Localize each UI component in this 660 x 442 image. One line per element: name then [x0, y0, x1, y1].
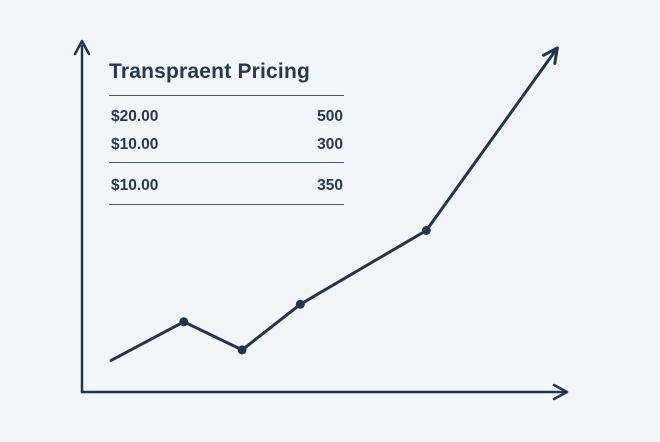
data-point [179, 317, 189, 327]
quantity-cell: 300 [317, 136, 343, 153]
x-axis-arrow-icon [552, 383, 569, 401]
table-divider [109, 95, 344, 96]
series-arrow-icon [542, 46, 559, 65]
series-layer [109, 46, 559, 362]
price-cell: $10.00 [111, 177, 159, 194]
table-row: $10.00 300 [109, 131, 344, 159]
table-row: $10.00 350 [109, 171, 344, 201]
price-cell: $20.00 [111, 108, 159, 125]
table-divider [109, 162, 344, 163]
table-row: $20.00 500 [109, 103, 344, 131]
pricing-panel: Transpraent Pricing $20.00 500 $10.00 30… [109, 59, 344, 205]
data-point [237, 345, 247, 355]
series-line [109, 46, 559, 362]
data-point [295, 299, 305, 309]
data-point [421, 226, 431, 235]
y-axis-arrow-icon [73, 39, 91, 56]
quantity-cell: 500 [317, 108, 343, 125]
axes [73, 39, 569, 401]
price-cell: $10.00 [111, 136, 159, 153]
pricing-title: Transpraent Pricing [109, 60, 311, 83]
table-divider [109, 204, 344, 205]
quantity-cell: 350 [317, 177, 343, 194]
